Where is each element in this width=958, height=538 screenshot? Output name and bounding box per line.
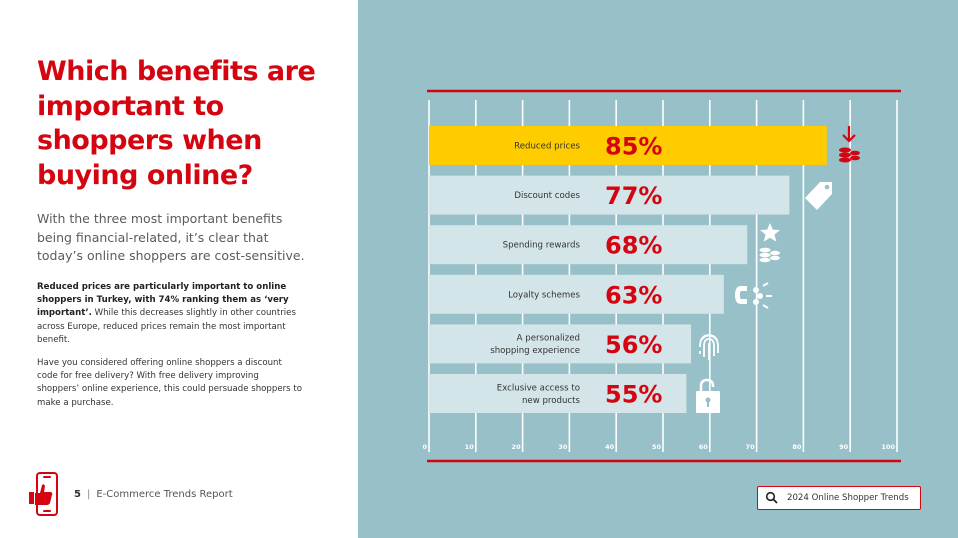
category-label: Reduced prices <box>514 142 580 152</box>
category-label: Discount codes <box>514 191 580 201</box>
x-tick-label: 70 <box>746 443 756 451</box>
star-coins-icon <box>760 223 781 262</box>
x-tick-label: 100 <box>881 443 895 451</box>
search-icon <box>765 491 779 505</box>
chart-tick-labels: 0 10 20 30 40 50 60 70 80 90 100 <box>422 443 895 451</box>
magnet-icon <box>735 283 772 308</box>
value-label: 56% <box>605 331 662 359</box>
chart-bars <box>429 126 827 413</box>
search-label: 2024 Online Shopper Trends <box>787 493 909 503</box>
x-tick-label: 50 <box>652 443 662 451</box>
x-tick-label: 80 <box>792 443 802 451</box>
price-tag-icon <box>805 182 832 210</box>
x-tick-label: 30 <box>558 443 568 451</box>
value-label: 77% <box>605 182 662 210</box>
fingerprint-icon <box>700 335 718 360</box>
search-button[interactable]: 2024 Online Shopper Trends <box>757 486 921 510</box>
x-tick-label: 90 <box>839 443 849 451</box>
category-label: Spending rewards <box>503 241 581 251</box>
bar <box>429 225 747 264</box>
x-tick-label: 40 <box>605 443 615 451</box>
unlocked-padlock-icon <box>696 380 720 413</box>
x-tick-label: 10 <box>465 443 475 451</box>
chart-labels: Reduced prices 85% Discount codes 77% Spendi… <box>490 133 662 409</box>
x-tick-label: 0 <box>422 443 427 451</box>
value-label: 55% <box>605 381 662 409</box>
value-label: 85% <box>605 133 662 161</box>
value-label: 68% <box>605 232 662 260</box>
value-label: 63% <box>605 281 662 309</box>
x-tick-label: 20 <box>512 443 522 451</box>
x-tick-label: 60 <box>699 443 709 451</box>
category-label: Loyalty schemes <box>508 290 580 300</box>
